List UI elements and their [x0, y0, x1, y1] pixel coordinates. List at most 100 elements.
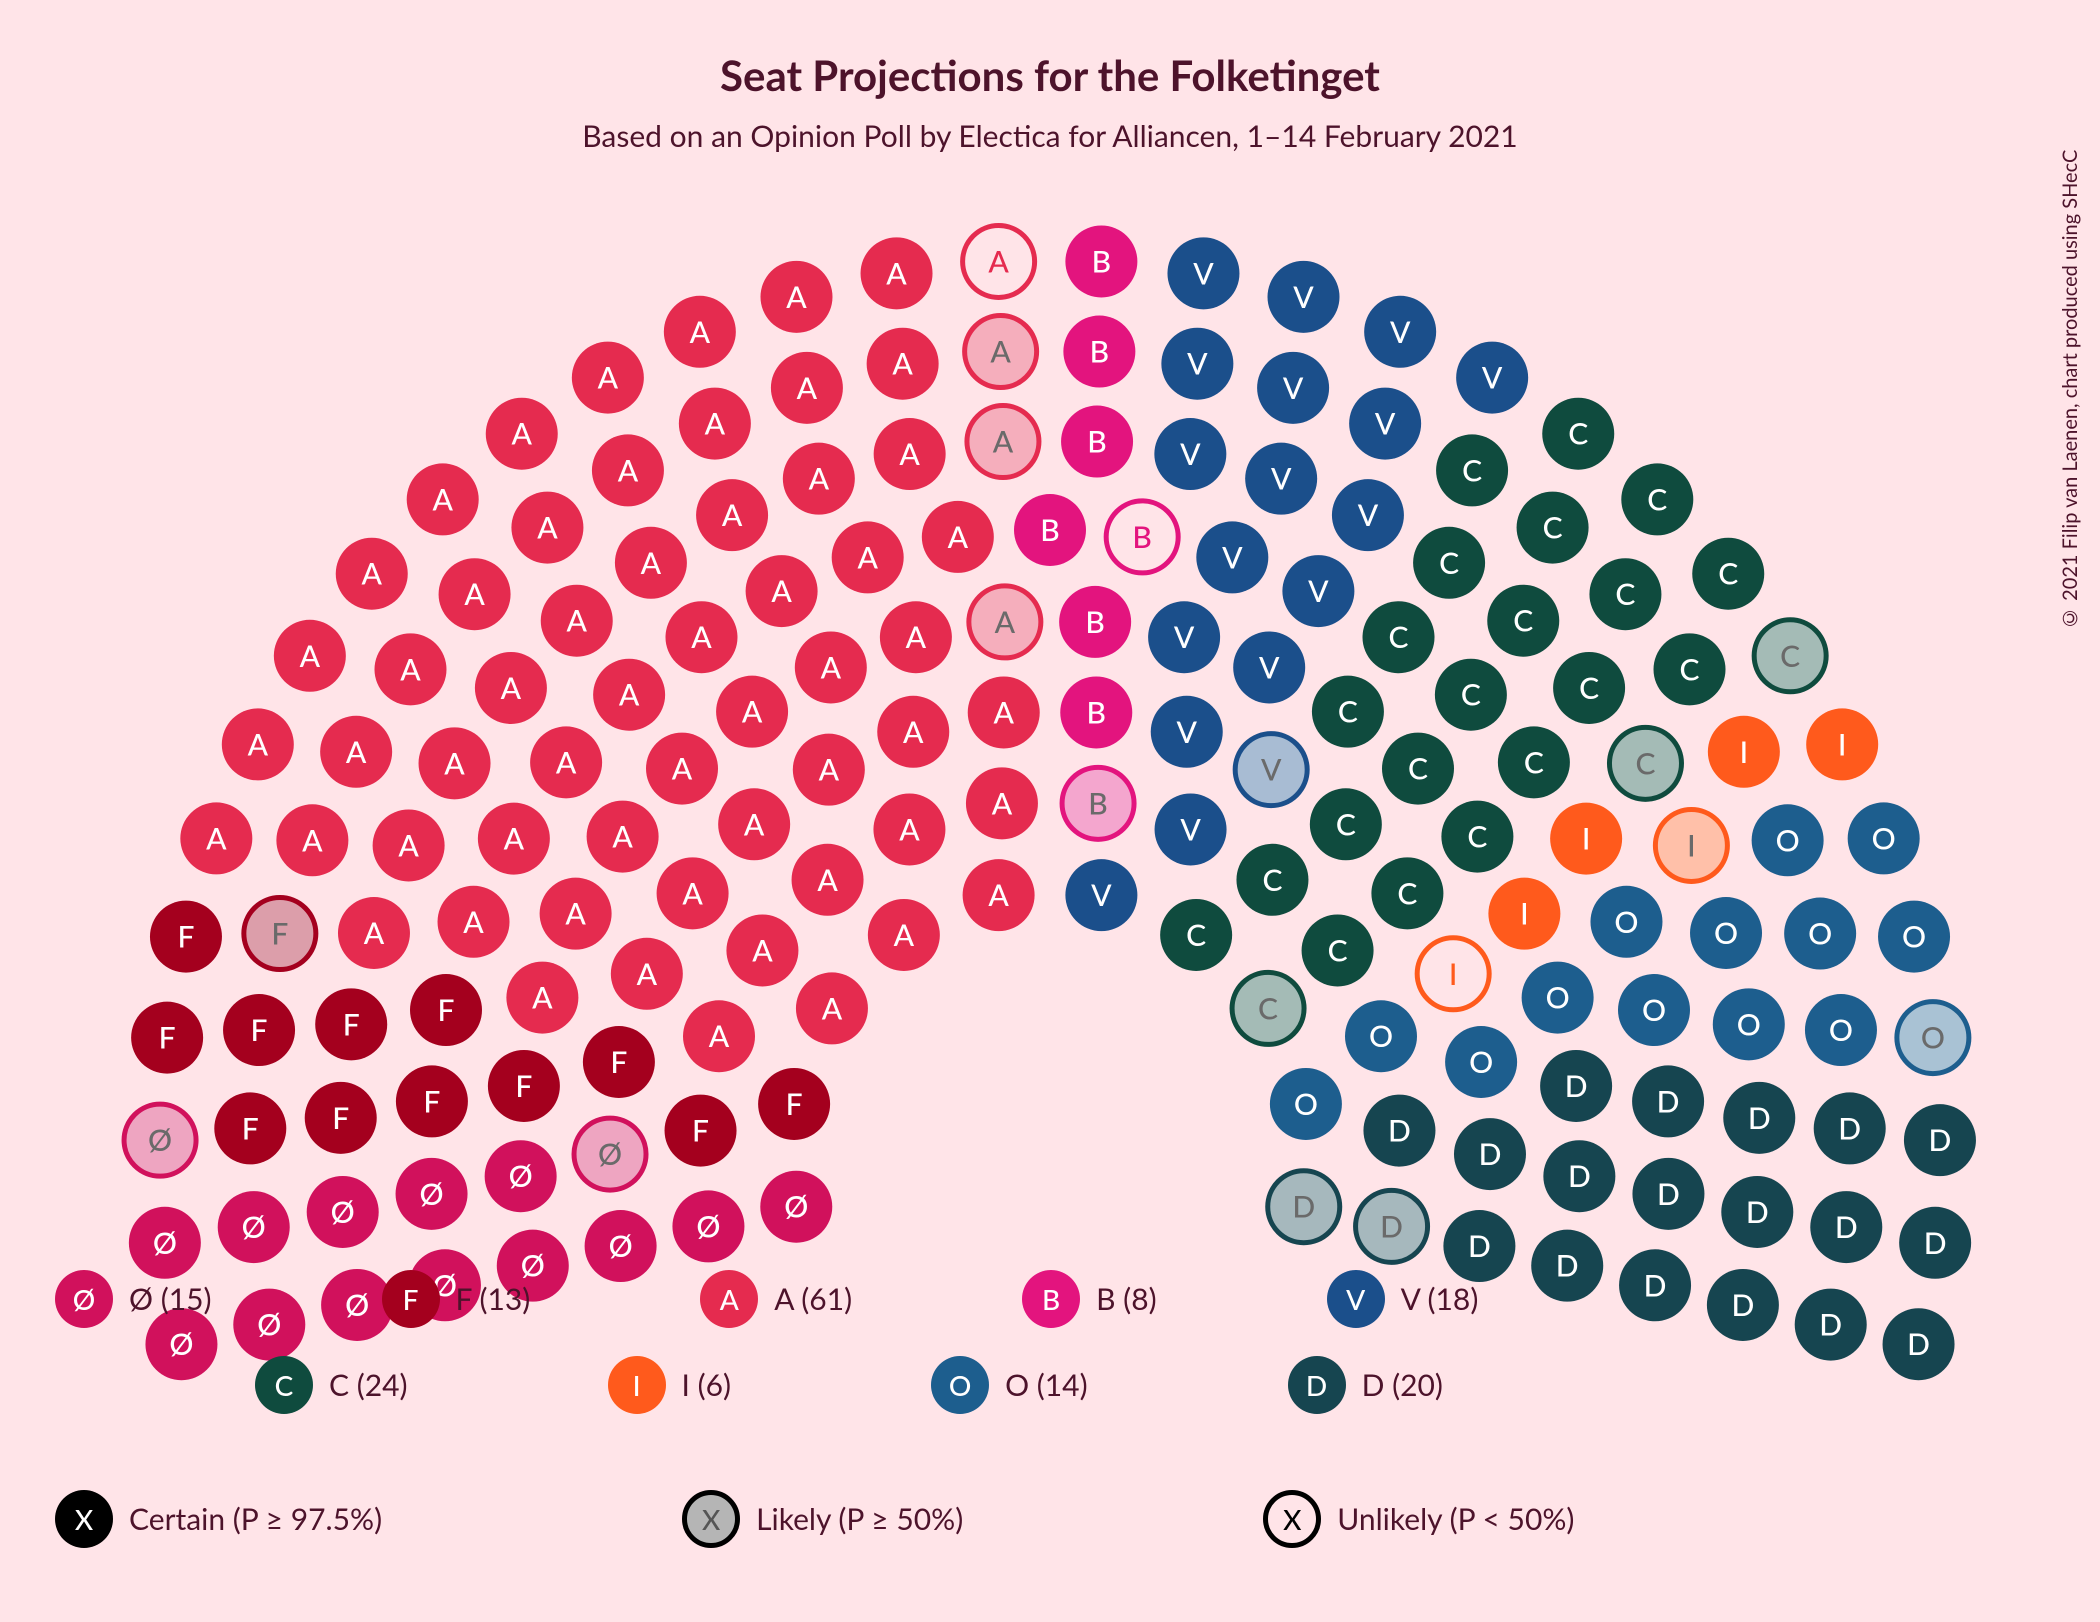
seat-label: F [438, 992, 455, 1028]
legend-label: V (18) [1401, 1281, 1479, 1317]
seat: Ø [485, 1140, 557, 1212]
seat-label: V [1193, 255, 1214, 291]
seat-label: Ø [509, 1158, 533, 1194]
seat-label: F [271, 916, 288, 952]
seat: F [665, 1095, 737, 1167]
seat-label: A [463, 904, 484, 940]
legend-prob-label: Likely (P ≥ 50%) [756, 1501, 963, 1537]
seat-label: C [1543, 510, 1563, 546]
seat-label: C [1258, 990, 1278, 1026]
seat: Ø [129, 1207, 201, 1279]
seat-label: D [1838, 1110, 1861, 1146]
seat-label: V [1180, 811, 1201, 847]
seat-label: F [159, 1020, 176, 1056]
seat-label: A [819, 752, 840, 788]
seat-label: F [177, 919, 194, 955]
seat-label: B [1085, 604, 1105, 640]
seat-label: C [1467, 819, 1487, 855]
seat-label: A [346, 734, 367, 770]
seat: B [1014, 494, 1086, 566]
seat-label: D [1657, 1083, 1680, 1119]
seat: V [1364, 296, 1436, 368]
seat-label: D [1929, 1122, 1952, 1158]
seat-label: C [1397, 875, 1417, 911]
seat-label: A [501, 670, 522, 706]
seat: F [150, 901, 222, 973]
seat: O [1590, 886, 1662, 958]
seat-label: A [894, 917, 915, 953]
seat-label: A [641, 545, 662, 581]
seat-label: Ø [609, 1228, 633, 1264]
seat-label: F [692, 1113, 709, 1149]
legend-swatch: Ø [55, 1270, 113, 1328]
seat-label: A [742, 694, 763, 730]
seat-label: A [464, 576, 485, 612]
seat: F [223, 994, 295, 1066]
legend-prob-swatch: X [55, 1490, 113, 1548]
seat: A [726, 914, 798, 986]
seat-label: O [1369, 1018, 1393, 1054]
seat-label: A [822, 990, 843, 1026]
seat-label: O [1872, 820, 1896, 856]
seat: C [1589, 558, 1661, 630]
seat: I [1806, 708, 1878, 780]
seat-label: B [1088, 785, 1108, 821]
seat-label: O [1776, 822, 1800, 858]
seat-label: V [1222, 539, 1243, 575]
seat: D [1356, 1190, 1428, 1262]
seat-label: D [1380, 1208, 1403, 1244]
seat-label: A [512, 416, 533, 452]
seat-label: V [1177, 714, 1198, 750]
seat-label: V [1187, 346, 1208, 382]
seat-label: Ø [148, 1122, 172, 1158]
legend-swatch: A [700, 1270, 758, 1328]
legend-swatch: V [1327, 1270, 1385, 1328]
seat-label: A [504, 821, 525, 857]
legend-party-item: AA (61) [700, 1270, 852, 1328]
seat-label: D [1292, 1189, 1315, 1225]
seat: A [716, 676, 788, 748]
seat-label: A [691, 619, 712, 655]
seat: A [587, 801, 659, 873]
seat-label: A [618, 452, 639, 488]
seat-label: A [302, 822, 323, 858]
seat: A [486, 398, 558, 470]
seat: A [696, 479, 768, 551]
seat: A [274, 620, 346, 692]
seat-label: C [1513, 603, 1533, 639]
seat: F [214, 1092, 286, 1164]
seat-label: A [992, 785, 1013, 821]
legend-swatch: B [1022, 1270, 1080, 1328]
seat-label: F [786, 1086, 803, 1122]
seat-label: A [598, 360, 619, 396]
seat: A [880, 601, 952, 673]
seat: O [1752, 804, 1824, 876]
seat: A [760, 261, 832, 333]
legend-label: O (14) [1005, 1367, 1088, 1403]
seat-label: A [690, 314, 711, 350]
seat: V [1196, 521, 1268, 593]
seat-label: Ø [242, 1209, 266, 1245]
seat-label: D [1746, 1194, 1769, 1230]
seat: Ø [124, 1104, 196, 1176]
seat-label: O [1546, 980, 1570, 1016]
seat-label: C [1680, 651, 1700, 687]
legend-prob-swatch: X [1263, 1490, 1321, 1548]
seat: C [1754, 620, 1826, 692]
seat: O [1848, 802, 1920, 874]
seat-label: V [1308, 573, 1329, 609]
seat: O [1713, 988, 1785, 1060]
seat: A [664, 296, 736, 368]
seat-label: A [619, 677, 640, 713]
seat: A [336, 538, 408, 610]
seat: C [1441, 801, 1513, 873]
seat-label: Ø [153, 1225, 177, 1261]
seat-label: V [1174, 619, 1195, 655]
seat-label: Ø [598, 1136, 622, 1172]
seat-label: V [1390, 314, 1411, 350]
seat: V [1235, 734, 1307, 806]
seat: A [438, 886, 510, 958]
seat: A [338, 897, 410, 969]
seat-label: D [1565, 1068, 1588, 1104]
seat: C [1609, 727, 1681, 799]
